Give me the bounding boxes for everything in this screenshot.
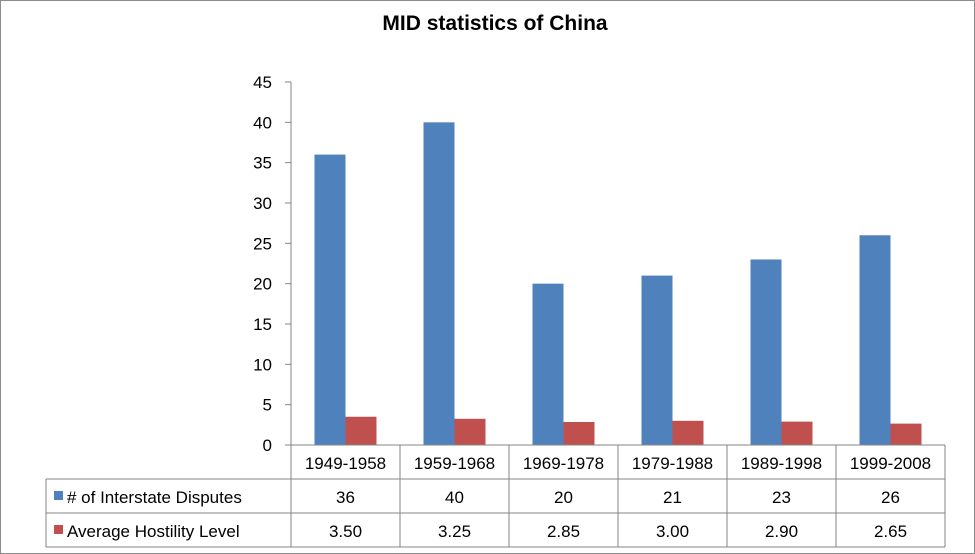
table-value-disputes: 20: [554, 488, 573, 507]
y-tick-label: 40: [253, 113, 272, 132]
table-value-hostility: 3.50: [329, 522, 362, 541]
data-table: 1949-1958 1959-1968 1969-1978 1979-1988 1989…: [45, 444, 946, 548]
bar-hostility-2: [563, 422, 595, 445]
y-tick-label: 35: [253, 154, 272, 173]
x-category-label: 1989-1998: [741, 454, 822, 473]
bar-disputes-5: [859, 235, 891, 445]
table-value-hostility: 3.00: [656, 522, 689, 541]
y-axis: 0 5 10 15 20 25 30 35 40 45: [253, 73, 292, 455]
x-category-label: 1959-1968: [414, 454, 495, 473]
table-value-disputes: 26: [881, 488, 900, 507]
table-value-hostility: 2.85: [547, 522, 580, 541]
table-value-disputes: 40: [445, 488, 464, 507]
y-tick-label: 15: [253, 315, 272, 334]
y-tick-label: 5: [263, 396, 272, 415]
chart-title: MID statistics of China: [382, 12, 608, 35]
bar-hostility-1: [454, 418, 486, 445]
table-value-hostility: 2.90: [765, 522, 798, 541]
y-tick-label: 20: [253, 275, 272, 294]
legend-label-hostility: Average Hostility Level: [67, 522, 240, 541]
table-value-disputes: 21: [663, 488, 682, 507]
bar-hostility-4: [781, 421, 813, 445]
y-tick-label: 0: [263, 436, 272, 455]
y-tick-label: 30: [253, 194, 272, 213]
bars: [314, 122, 922, 445]
x-category-label: 1969-1978: [523, 454, 604, 473]
table-value-disputes: 36: [336, 488, 355, 507]
bar-hostility-5: [890, 423, 922, 445]
bar-hostility-3: [672, 420, 704, 445]
bar-disputes-4: [750, 259, 782, 445]
bar-disputes-3: [641, 275, 673, 445]
bar-disputes-1: [423, 122, 455, 445]
x-category-label: 1999-2008: [850, 454, 931, 473]
legend-label-disputes: # of Interstate Disputes: [67, 488, 242, 507]
x-category-label: 1979-1988: [632, 454, 713, 473]
legend-key-disputes: [54, 491, 63, 500]
y-tick-label: 25: [253, 234, 272, 253]
y-tick-label: 10: [253, 355, 272, 374]
bar-disputes-0: [314, 154, 346, 445]
table-value-disputes: 23: [772, 488, 791, 507]
table-value-hostility: 3.25: [438, 522, 471, 541]
table-value-hostility: 2.65: [874, 522, 907, 541]
bar-hostility-0: [345, 416, 377, 445]
bar-disputes-2: [532, 283, 564, 445]
x-category-label: 1949-1958: [305, 454, 386, 473]
y-tick-label: 45: [253, 73, 272, 92]
legend-key-hostility: [54, 525, 63, 534]
